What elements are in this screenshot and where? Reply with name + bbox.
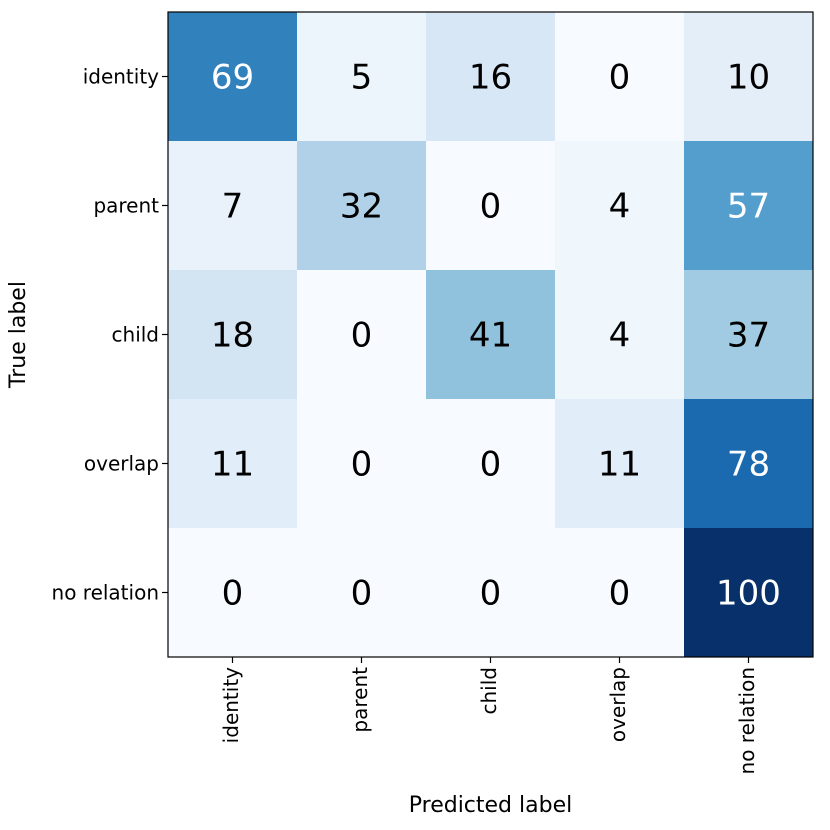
heatmap-cell [555,270,685,400]
heatmap-cell [297,528,427,658]
heatmap-cell [426,141,556,271]
cell-value-label: 57 [727,187,770,227]
heatmap-cell [426,528,556,658]
heatmap-cell [684,141,814,271]
y-tick-label: identity [83,65,159,89]
x-tick-label: no relation [735,667,759,774]
x-axis-ticks: identity parent child overlap no relation [219,657,759,774]
heatmap-cell [297,399,427,529]
heatmap-cell [684,399,814,529]
x-tick-label: parent [348,667,372,733]
cell-value-label: 78 [727,445,770,485]
heatmap-cell [168,528,298,658]
cell-value-label: 10 [727,58,770,98]
cell-value-label: 69 [211,58,254,98]
heatmap-cell [297,12,427,142]
x-tick-label: identity [219,667,243,743]
cell-value-label: 0 [609,58,631,98]
cell-value-label: 100 [716,574,781,614]
heatmap-cell [684,270,814,400]
cell-value-label: 0 [222,574,244,614]
cell-value-label: 32 [340,187,383,227]
y-axis-title: True label [6,281,31,389]
heatmap-cell [555,141,685,271]
cell-value-label: 4 [609,316,631,356]
heatmap-cells [168,12,814,658]
heatmap-cell [555,528,685,658]
cell-value-label: 37 [727,316,770,356]
cell-value-label: 0 [609,574,631,614]
x-axis-title: Predicted label [409,793,572,818]
heatmap-cell [168,399,298,529]
heatmap-cell [426,399,556,529]
y-tick-label: overlap [84,452,159,476]
cell-value-label: 0 [351,316,373,356]
cell-value-label: 41 [469,316,512,356]
cell-value-label: 0 [480,445,502,485]
y-tick-label: parent [93,194,159,218]
cell-value-label: 18 [211,316,254,356]
heatmap-cell [297,270,427,400]
cell-value-label: 0 [480,574,502,614]
cell-value-label: 0 [351,574,373,614]
cell-value-label: 7 [222,187,244,227]
cell-value-label: 11 [211,445,254,485]
heatmap-cell [555,399,685,529]
heatmap-cell [426,270,556,400]
heatmap-cell [426,12,556,142]
heatmap-cell [555,12,685,142]
cell-value-label: 0 [351,445,373,485]
y-tick-label: child [112,323,159,347]
cell-value-labels: 69 5 16 0 10 7 32 0 4 57 18 0 41 4 37 11 0 0 11 78 0 0 0 0 100 [211,58,781,614]
cell-value-label: 11 [598,445,641,485]
heatmap-cell [168,141,298,271]
y-tick-label: no relation [52,581,159,605]
heatmap-cell [684,528,814,658]
heatmap-cell [297,141,427,271]
x-tick-label: child [477,667,501,714]
cell-value-label: 0 [480,187,502,227]
cell-value-label: 5 [351,58,373,98]
heatmap-cell [684,12,814,142]
x-tick-label: overlap [606,667,630,742]
cell-value-label: 4 [609,187,631,227]
y-axis-ticks: identity parent child overlap no relation [52,65,168,605]
heatmap-cell [168,12,298,142]
cell-value-label: 16 [469,58,512,98]
heatmap-cell [168,270,298,400]
